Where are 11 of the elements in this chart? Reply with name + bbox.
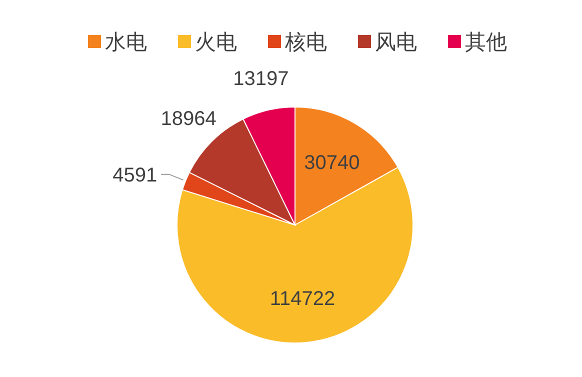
data-label: 114722 (270, 288, 336, 310)
data-label: 18964 (160, 108, 216, 130)
legend-label: 核电 (284, 31, 327, 54)
legend-label: 火电 (195, 31, 237, 54)
legend-label: 其他 (465, 31, 507, 54)
pie: 30740 114722 4591 18964 13197 (112, 68, 414, 344)
legend-label: 风电 (375, 31, 417, 54)
data-label: 13197 (233, 68, 289, 90)
data-label: 4591 (112, 164, 158, 186)
data-label: 30740 (304, 152, 360, 174)
legend-label: 水电 (105, 31, 147, 54)
